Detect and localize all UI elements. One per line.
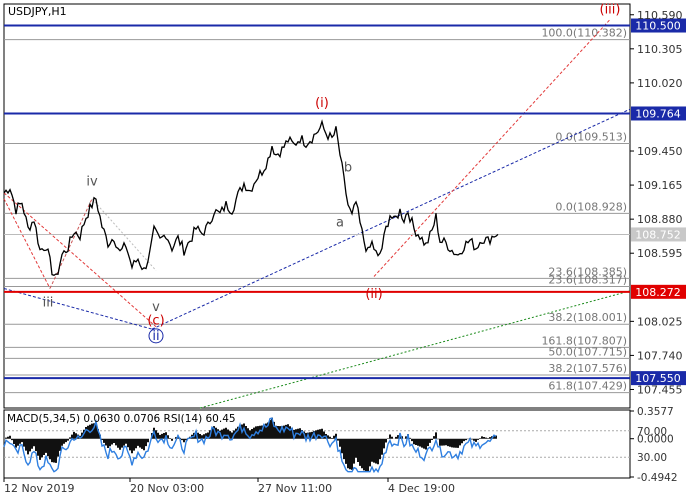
wave-label: v — [152, 300, 160, 315]
trend-line — [3, 192, 157, 328]
wave-label: (c) — [147, 313, 164, 328]
fib-label: 0.0(108.928) — [555, 200, 627, 213]
indicator-label: MACD(5,34,5) 0.0630 0.0706 RSI(14) 60.45 — [7, 413, 236, 425]
time-tick-label: 12 Nov 2019 — [4, 482, 74, 495]
price-axis: 110.500 109.764 108.272 107.550 108.752 110.5… — [630, 9, 686, 396]
wave-label: (iii) — [600, 3, 621, 18]
time-tick-label: 20 Nov 03:00 — [130, 482, 204, 495]
fib-label: 23.6(108.385) — [548, 265, 627, 278]
symbol-label: USDJPY,H1 — [8, 5, 67, 18]
level-tag — [631, 106, 686, 121]
time-tick-label: 4 Dec 19:00 — [388, 482, 455, 495]
price-tick-label: 108.595 — [637, 247, 683, 260]
fib-label: 161.8(107.807) — [541, 334, 627, 347]
price-tick-label: 110.305 — [637, 43, 683, 56]
time-axis: 12 Nov 2019 20 Nov 03:00 27 Nov 11:00 4 … — [3, 478, 455, 495]
level-label: 107.550 — [635, 372, 681, 385]
fib-label: 61.8(107.429) — [548, 380, 627, 393]
fib-lines: 100.0(110.382) 0.0(109.513) 0.0(108.928) 23… — [4, 27, 630, 394]
wave-label: iii — [43, 295, 54, 310]
macd-tick-label: 0.3577 — [637, 406, 674, 418]
level-label: 108.272 — [635, 286, 681, 299]
price-series — [3, 119, 499, 277]
rsi-level-label: 70.00 — [637, 426, 667, 438]
trend-line — [3, 287, 153, 330]
fib-label: 38.2(107.576) — [548, 362, 627, 375]
level-label: 109.764 — [635, 107, 681, 120]
wave-label: iv — [86, 175, 98, 190]
level-tag — [631, 18, 686, 33]
rsi-level-label: 30.00 — [637, 452, 667, 464]
price-tick-label: 110.590 — [637, 9, 683, 22]
price-tick-label: 108.025 — [637, 315, 683, 328]
fib-label: 100.0(110.382) — [541, 27, 627, 40]
level-label: 110.500 — [635, 20, 681, 33]
price-line — [3, 119, 499, 277]
time-tick-label: 27 Nov 11:00 — [258, 482, 332, 495]
level-tag — [631, 371, 686, 386]
macd-tick-label: 0.0000 — [637, 434, 674, 446]
main-plot-frame — [3, 3, 631, 409]
price-tick-label: 108.880 — [637, 213, 683, 226]
fib-label: 38.2(108.001) — [548, 311, 627, 324]
wave-label: b — [344, 160, 352, 175]
wave-label: ii — [152, 329, 159, 344]
trend-line — [49, 198, 93, 289]
wave-label: (ii) — [365, 287, 382, 302]
trend-line — [373, 19, 611, 277]
price-tick-label: 107.455 — [637, 383, 683, 396]
fib-label: 50.0(107.715) — [548, 345, 627, 358]
wave-circle — [148, 328, 164, 344]
macd-tick-label: -0.4942 — [637, 472, 678, 484]
price-tick-label: 109.450 — [637, 145, 683, 158]
current-price-tag — [631, 227, 686, 242]
price-tick-label: 109.165 — [637, 179, 683, 192]
price-tick-label: 110.020 — [637, 77, 683, 90]
price-tick-label: 107.740 — [637, 349, 683, 362]
trend-line — [3, 198, 51, 289]
level-tag — [631, 284, 686, 299]
wave-label: (i) — [315, 96, 329, 111]
current-price-label: 108.752 — [635, 228, 681, 241]
level-lines — [4, 24, 630, 380]
macd-panel: 0.3577 0.0000 -0.4942 70.00 30.00 — [3, 406, 678, 484]
trend-line — [151, 108, 631, 330]
fib-label: 0.0(109.513) — [555, 130, 627, 143]
fib-label: 23.6(108.317) — [548, 273, 627, 286]
indicator-panel-frame — [3, 409, 631, 479]
rsi-line — [3, 417, 497, 474]
macd-histogram — [5, 417, 497, 472]
wave-label: a — [336, 215, 344, 230]
